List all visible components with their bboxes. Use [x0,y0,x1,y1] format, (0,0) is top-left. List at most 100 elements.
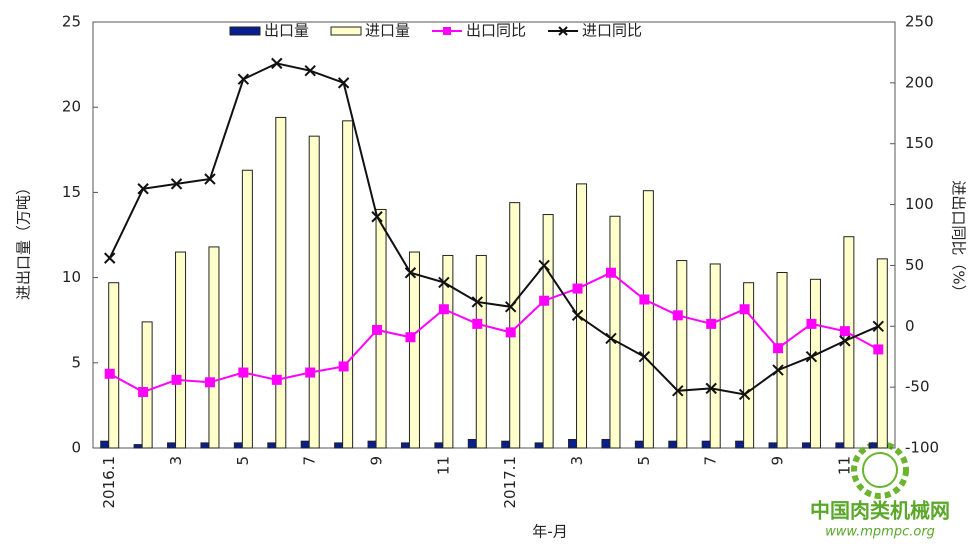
marker [805,351,818,363]
watermark-title: 中国肉类机械网 [810,499,950,523]
marker [171,374,182,385]
marker [672,310,683,321]
marker [372,324,383,335]
marker [438,304,449,315]
marker [104,368,115,379]
marker [472,318,483,329]
marker [304,64,316,77]
marker [104,252,116,264]
marker [539,295,550,306]
bar [408,251,420,449]
bar [434,442,444,449]
marker [572,283,583,294]
bar [676,260,688,449]
y2-tick-label: 150 [905,134,934,152]
bar [200,442,210,449]
bar [442,254,454,449]
marker [471,296,483,308]
bar [709,263,721,449]
bar [367,440,377,449]
watermark-url: www.mpmpc.org [825,525,935,540]
y-tick-label: 5 [71,353,81,371]
legend-label: 出口同比 [466,22,526,40]
bar [868,442,878,449]
x-tick-label: 2016.1 [100,456,118,509]
x-tick-label: 7 [301,456,319,466]
bar [241,169,253,449]
marker [639,294,650,305]
y-tick-label: 20 [62,98,81,116]
bar [141,321,153,449]
x-tick-label: 9 [769,456,787,466]
marker [204,377,215,388]
bar [208,246,220,449]
bar [100,440,110,449]
x-tick-label: 3 [167,456,185,466]
legend-swatch [558,26,568,36]
x-tick-label: 11 [434,456,452,475]
marker [873,344,884,355]
bar [568,438,578,449]
y-tick-label: 15 [62,183,81,201]
x-tick-label: 5 [234,456,252,466]
y2-tick-label: 250 [905,13,934,31]
bar [609,215,621,449]
legend-swatch [229,26,261,36]
bar [776,271,788,449]
bar [175,251,187,449]
marker [872,320,884,332]
marker [170,178,183,190]
bar [743,282,755,449]
marker [705,382,717,395]
bar [801,442,811,449]
bar [509,202,521,449]
y2-tick-label: -50 [905,378,930,396]
marker [538,259,550,272]
bar [133,444,143,449]
x-tick-label: 7 [702,456,720,466]
marker [237,73,250,85]
bar [768,442,778,449]
bar [267,442,277,449]
marker [571,309,584,322]
marker [405,332,416,343]
y2-tick-label: 100 [905,195,934,213]
marker [271,57,283,70]
y2-tick-label: 200 [905,73,934,91]
bar [475,254,487,449]
y2-axis-label: 进出口同比（%） [950,180,968,299]
bar [601,438,611,449]
legend-swatch [330,26,362,36]
marker [337,77,350,89]
marker [772,364,784,376]
line [108,62,879,396]
marker [638,351,651,363]
legend-swatch [443,27,452,35]
y-axis-label: 进出口量（万吨） [15,180,33,300]
marker [371,211,383,223]
bar [467,438,477,449]
bar [167,442,177,449]
legend-label: 出口量 [264,22,309,40]
bar [400,442,410,449]
line [109,271,879,394]
marker [605,267,616,278]
marker [839,326,850,337]
bar [634,440,644,449]
marker [305,367,316,378]
marker [738,388,751,401]
x-tick-label: 3 [568,456,586,466]
x-tick-label: 11 [835,456,853,475]
marker [806,318,817,329]
marker [773,343,784,354]
x-tick-label: 5 [635,456,653,466]
bar [300,440,310,449]
marker [706,318,717,329]
marker [338,361,349,372]
x-tick-label: 9 [368,456,386,466]
bar [308,135,320,449]
bar [342,120,354,449]
y-tick-label: 25 [62,13,81,31]
bar [642,190,654,449]
